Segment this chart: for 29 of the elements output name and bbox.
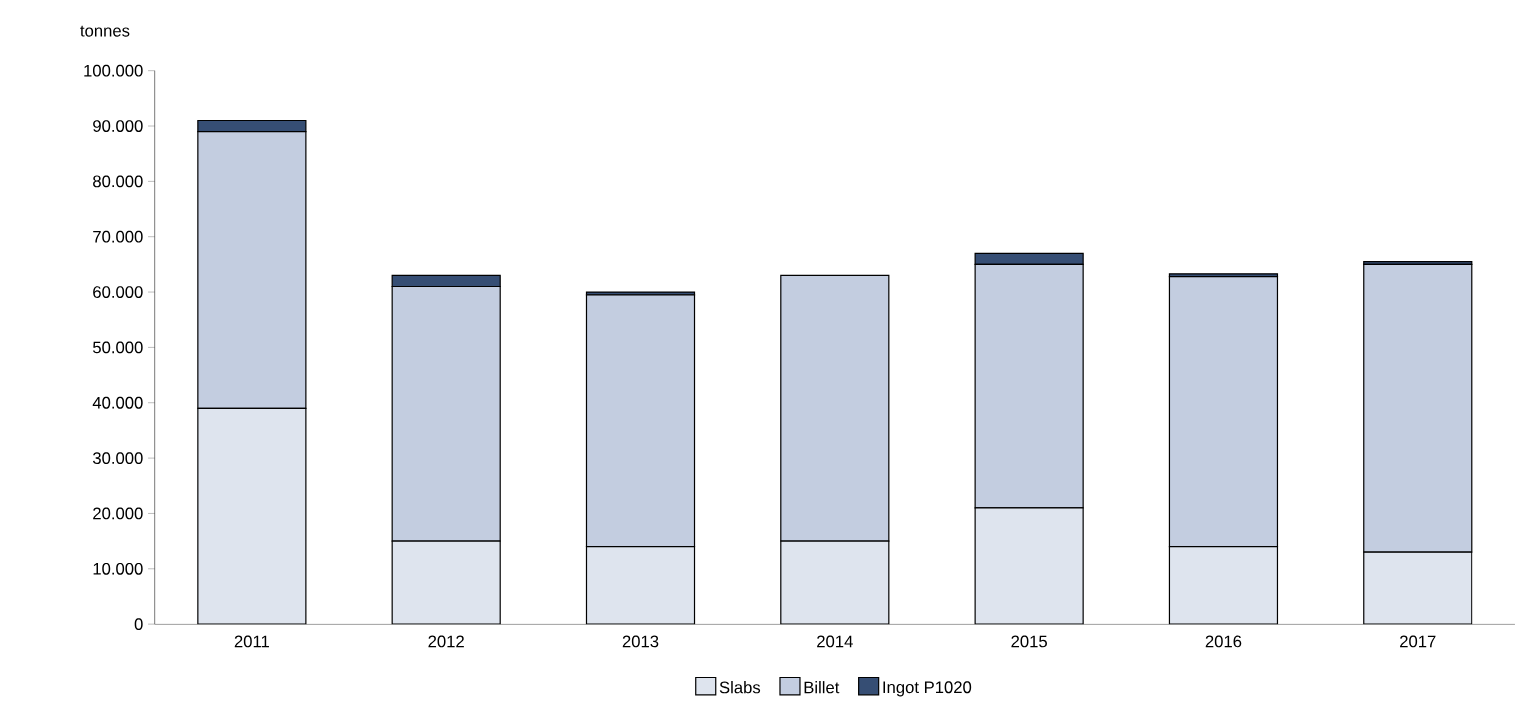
y-tick-label: 70.000 <box>93 230 143 243</box>
x-tick-label: 2014 <box>817 635 853 648</box>
y-tick-label: 30.000 <box>92 451 143 464</box>
x-tick-label: 2012 <box>428 635 464 648</box>
x-tick-label: 2013 <box>622 635 659 648</box>
y-tick-label: 0 <box>134 618 143 630</box>
x-tick-label: 2016 <box>1205 635 1242 648</box>
y-tick-label: 50.000 <box>93 341 143 354</box>
y-tick-label: 90.000 <box>93 119 143 132</box>
x-tick-label: 2017 <box>1400 635 1436 648</box>
bar <box>974 507 1084 624</box>
legend-label: Billet <box>804 680 840 694</box>
y-tick-label: 80.000 <box>93 175 143 188</box>
bar <box>780 540 890 624</box>
x-tick-label: 2015 <box>1011 635 1047 648</box>
bar <box>391 540 501 624</box>
y-axis-title: tonnes <box>80 25 130 37</box>
y-tick-label: 60.000 <box>93 285 143 298</box>
y-tick-label: 20.000 <box>93 507 143 520</box>
x-tick-label: 2011 <box>234 635 269 648</box>
legend-label: Ingot P1020 <box>883 681 972 697</box>
bar <box>585 545 696 624</box>
bar <box>1168 545 1279 624</box>
bar <box>1363 551 1473 624</box>
legend-label: Slabs <box>719 680 761 694</box>
y-tick-label: 10.000 <box>93 562 143 575</box>
y-tick-label: 100.000 <box>84 64 143 77</box>
bar <box>197 407 307 624</box>
y-tick-label: 40.000 <box>92 396 143 409</box>
